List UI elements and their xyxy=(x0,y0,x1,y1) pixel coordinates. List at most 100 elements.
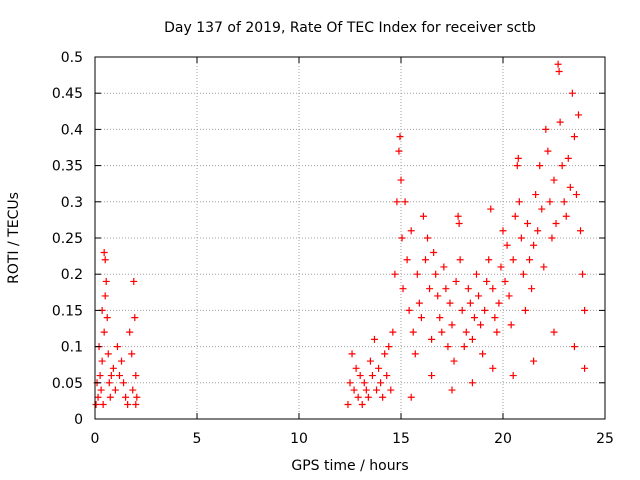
data-point-0-113 xyxy=(497,263,505,271)
data-point-0-100 xyxy=(470,314,478,322)
data-point-0-35 xyxy=(344,401,352,409)
data-point-0-57 xyxy=(389,328,397,336)
data-point-0-158 xyxy=(570,343,578,351)
data-point-0-19 xyxy=(113,343,121,351)
data-point-0-91 xyxy=(454,212,462,220)
data-point-0-116 xyxy=(503,241,511,249)
data-point-0-44 xyxy=(362,386,370,394)
data-point-0-68 xyxy=(407,227,415,235)
data-point-0-151 xyxy=(570,133,578,141)
x-tick-label-0: 0 xyxy=(91,431,100,447)
data-point-0-49 xyxy=(373,386,381,394)
data-point-0-86 xyxy=(444,343,452,351)
data-point-0-9 xyxy=(101,292,109,300)
data-point-0-46 xyxy=(366,357,374,365)
data-point-0-102 xyxy=(475,292,483,300)
x-tick-label-5: 5 xyxy=(193,431,202,447)
data-point-0-89 xyxy=(450,357,458,365)
data-point-0-41 xyxy=(356,372,364,380)
data-point-0-11 xyxy=(102,277,110,285)
data-point-0-30 xyxy=(133,393,141,401)
y-tick-label-0.35: 0.35 xyxy=(52,159,83,175)
data-point-0-69 xyxy=(409,328,417,336)
data-point-0-7 xyxy=(99,401,107,409)
data-point-0-22 xyxy=(120,379,128,387)
data-point-0-109 xyxy=(489,285,497,293)
data-point-0-162 xyxy=(489,364,497,372)
x-tick-label-10: 10 xyxy=(290,431,308,447)
data-point-0-53 xyxy=(381,350,389,358)
data-point-0-31 xyxy=(132,401,140,409)
data-point-0-51 xyxy=(377,379,385,387)
data-point-0-136 xyxy=(542,125,550,133)
data-point-0-54 xyxy=(383,372,391,380)
data-point-0-140 xyxy=(550,176,558,184)
data-point-0-32 xyxy=(129,386,137,394)
data-point-0-21 xyxy=(118,357,126,365)
data-point-0-94 xyxy=(458,306,466,314)
data-point-0-20 xyxy=(115,372,123,380)
data-point-0-141 xyxy=(552,220,560,228)
data-point-0-63 xyxy=(398,234,406,242)
data-point-0-6 xyxy=(98,357,106,365)
data-point-0-43 xyxy=(360,379,368,387)
data-point-0-60 xyxy=(395,147,403,155)
data-point-0-82 xyxy=(436,314,444,322)
data-point-0-2 xyxy=(94,393,102,401)
data-point-0-139 xyxy=(548,234,556,242)
data-point-0-88 xyxy=(448,321,456,329)
data-point-0-120 xyxy=(511,212,519,220)
y-tick-label-0.25: 0.25 xyxy=(52,231,83,247)
data-point-0-123 xyxy=(515,198,523,206)
data-point-0-8 xyxy=(100,328,108,336)
data-point-0-111 xyxy=(493,328,501,336)
data-point-0-154 xyxy=(577,227,585,235)
data-point-0-131 xyxy=(532,191,540,199)
data-point-0-105 xyxy=(481,306,489,314)
data-point-0-76 xyxy=(424,234,432,242)
tick-labels: 0 5 10 15 20 25 0 0.05 0.1 0.15 0.2 0.25 0.3 0.35 0.4 0… xyxy=(52,50,614,447)
data-point-0-106 xyxy=(483,277,491,285)
data-point-0-96 xyxy=(462,328,470,336)
data-point-0-34 xyxy=(100,248,108,256)
data-point-0-145 xyxy=(558,162,566,170)
data-point-0-99 xyxy=(468,335,476,343)
data-point-0-4 xyxy=(96,372,104,380)
data-point-0-163 xyxy=(468,379,476,387)
data-point-0-40 xyxy=(354,393,362,401)
data-point-0-152 xyxy=(572,191,580,199)
data-point-0-14 xyxy=(105,379,113,387)
data-point-0-62 xyxy=(397,176,405,184)
data-point-0-104 xyxy=(479,350,487,358)
data-point-0-48 xyxy=(370,335,378,343)
data-point-0-56 xyxy=(387,386,395,394)
data-point-0-115 xyxy=(501,277,509,285)
data-point-0-59 xyxy=(393,198,401,206)
data-point-0-67 xyxy=(405,306,413,314)
data-point-0-55 xyxy=(385,343,393,351)
data-point-0-50 xyxy=(375,364,383,372)
data-point-0-166 xyxy=(407,393,415,401)
y-tick-label-0.1: 0.1 xyxy=(61,340,83,356)
data-point-0-15 xyxy=(106,393,114,401)
data-point-0-133 xyxy=(536,162,544,170)
data-point-0-95 xyxy=(460,343,468,351)
data-point-0-144 xyxy=(556,118,564,126)
data-point-0-143 xyxy=(555,67,563,75)
data-points xyxy=(92,60,589,409)
grid-lines xyxy=(95,57,605,419)
data-point-0-24 xyxy=(124,401,132,409)
data-point-0-101 xyxy=(472,270,480,278)
data-point-0-146 xyxy=(560,198,568,206)
data-point-0-112 xyxy=(495,299,503,307)
data-point-0-81 xyxy=(434,292,442,300)
data-point-0-16 xyxy=(107,372,115,380)
y-tick-label-0.4: 0.4 xyxy=(61,122,83,138)
data-point-0-157 xyxy=(581,364,589,372)
data-point-0-160 xyxy=(530,357,538,365)
data-point-0-110 xyxy=(491,314,499,322)
data-point-0-164 xyxy=(448,386,456,394)
data-point-0-118 xyxy=(507,321,515,329)
data-point-0-126 xyxy=(521,306,529,314)
